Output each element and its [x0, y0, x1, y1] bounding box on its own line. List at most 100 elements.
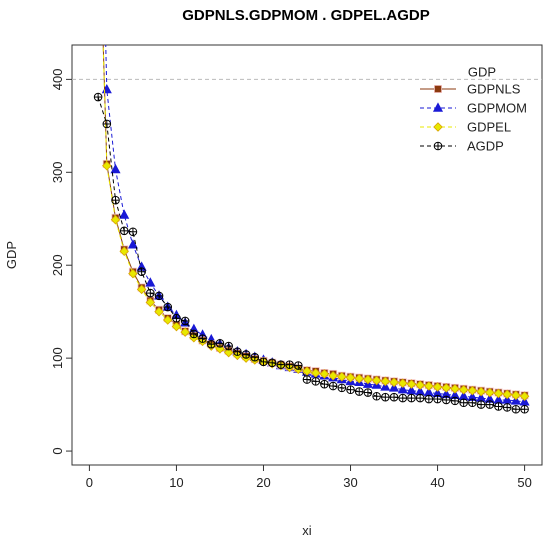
data-point-agdp — [398, 393, 408, 403]
data-point-gdpmom — [145, 277, 156, 287]
data-point-gdpmom — [380, 381, 391, 391]
data-point-gdpel — [424, 381, 434, 391]
plot-frame — [71, 44, 543, 466]
data-point-agdp — [206, 339, 216, 349]
x-tick-label: 50 — [517, 475, 531, 490]
data-point-agdp — [172, 313, 181, 323]
data-point-gdpel — [519, 391, 530, 402]
legend-item-gdpmom: GDPMOM — [420, 101, 527, 116]
data-point-agdp — [511, 404, 521, 414]
series-gdpmom — [101, 45, 530, 406]
data-point-gdpel — [110, 214, 121, 225]
data-point-agdp — [346, 385, 355, 395]
legend-label-gdpnls: GDPNLS — [467, 82, 521, 97]
data-point-agdp — [302, 375, 312, 384]
data-point-agdp — [354, 387, 364, 396]
data-point-gdpel — [458, 384, 469, 395]
data-point-gdpel — [476, 386, 486, 397]
data-point-gdpmom — [110, 163, 121, 174]
legend: GDPNLS GDPMOM GDPEL AGDP — [420, 82, 527, 154]
data-point-agdp — [468, 398, 477, 408]
data-point-gdpel — [502, 389, 512, 400]
legend-marker-gdpmom — [432, 102, 444, 112]
data-point-agdp — [441, 395, 451, 405]
data-point-agdp — [93, 92, 103, 102]
series-gdpel — [102, 45, 530, 402]
data-point-agdp — [381, 392, 390, 402]
data-point-agdp — [320, 379, 329, 389]
legend-label-agdp: AGDP — [467, 139, 504, 154]
legend-label-gdpel: GDPEL — [467, 120, 511, 135]
data-point-gdpmom — [119, 209, 130, 219]
data-point-agdp — [111, 195, 120, 205]
data-point-agdp — [415, 393, 425, 403]
data-point-agdp — [154, 291, 164, 301]
data-point-gdpel — [119, 246, 129, 257]
legend-marker-gdpel — [433, 122, 443, 132]
data-point-agdp — [250, 352, 260, 362]
legend-label-gdpmom: GDPMOM — [467, 101, 527, 116]
legend-item-gdpnls: GDPNLS — [420, 82, 521, 97]
x-axis-label: xi — [302, 523, 312, 538]
data-point-gdpel — [337, 371, 347, 382]
x-tick-label: 40 — [430, 475, 444, 490]
data-point-gdpmom — [127, 239, 138, 249]
data-point-gdpel — [397, 378, 408, 388]
data-point-gdpel — [450, 384, 460, 394]
y-tick-label: 200 — [50, 254, 65, 276]
data-point-gdpel — [319, 369, 330, 379]
data-point-agdp — [476, 400, 486, 409]
data-point-agdp — [389, 392, 399, 402]
data-point-agdp — [233, 347, 242, 356]
data-point-agdp — [180, 316, 190, 326]
data-point-agdp — [337, 383, 347, 393]
data-point-agdp — [450, 396, 460, 406]
data-point-gdpel — [371, 375, 382, 386]
data-point-agdp — [163, 302, 173, 312]
data-point-agdp — [198, 334, 207, 343]
data-point-gdpel — [328, 371, 338, 381]
data-point-gdpel — [363, 374, 373, 385]
x-tick-label: 10 — [169, 475, 183, 490]
y-axis: 0 100 200 300 400 — [50, 69, 72, 455]
data-point-gdpel — [511, 390, 521, 401]
data-point-gdpel — [354, 373, 364, 384]
series-line-agdp — [97, 96, 525, 410]
data-point-gdpel — [162, 315, 173, 325]
data-point-gdpel — [180, 327, 190, 337]
data-point-agdp — [224, 341, 233, 351]
data-point-gdpel — [441, 383, 452, 393]
x-tick-label: 0 — [86, 475, 93, 490]
legend-item-gdpel: GDPEL — [420, 120, 511, 135]
y-tick-label: 100 — [50, 347, 65, 369]
legend-marker-gdpnls — [433, 85, 442, 94]
data-point-agdp — [146, 288, 155, 298]
data-point-agdp — [459, 398, 468, 408]
data-point-gdpmom — [388, 382, 400, 392]
data-point-gdpel — [467, 385, 478, 396]
data-point-agdp — [137, 267, 146, 277]
data-point-agdp — [372, 391, 381, 401]
data-point-gdpmom — [101, 83, 112, 94]
data-point-gdpel — [171, 321, 182, 332]
data-point-gdpel — [136, 284, 147, 295]
x-tick-label: 20 — [256, 475, 270, 490]
data-point-gdpel — [223, 347, 234, 358]
data-point-gdpel — [154, 306, 164, 317]
data-point-gdpel — [406, 379, 417, 389]
data-point-gdpel — [389, 377, 399, 388]
data-point-agdp — [241, 350, 251, 359]
data-point-agdp — [119, 226, 129, 236]
data-point-agdp — [424, 394, 434, 404]
data-point-agdp — [259, 357, 268, 367]
series-agdp — [93, 92, 529, 414]
data-point-agdp — [276, 360, 286, 369]
data-point-agdp — [267, 358, 277, 368]
y-tick-label: 300 — [50, 161, 65, 183]
data-point-agdp — [502, 403, 512, 412]
series-layer — [93, 45, 530, 414]
data-point-gdpel — [102, 161, 112, 171]
series-line-gdpnls — [102, 45, 525, 396]
data-point-gdpel — [485, 387, 495, 398]
